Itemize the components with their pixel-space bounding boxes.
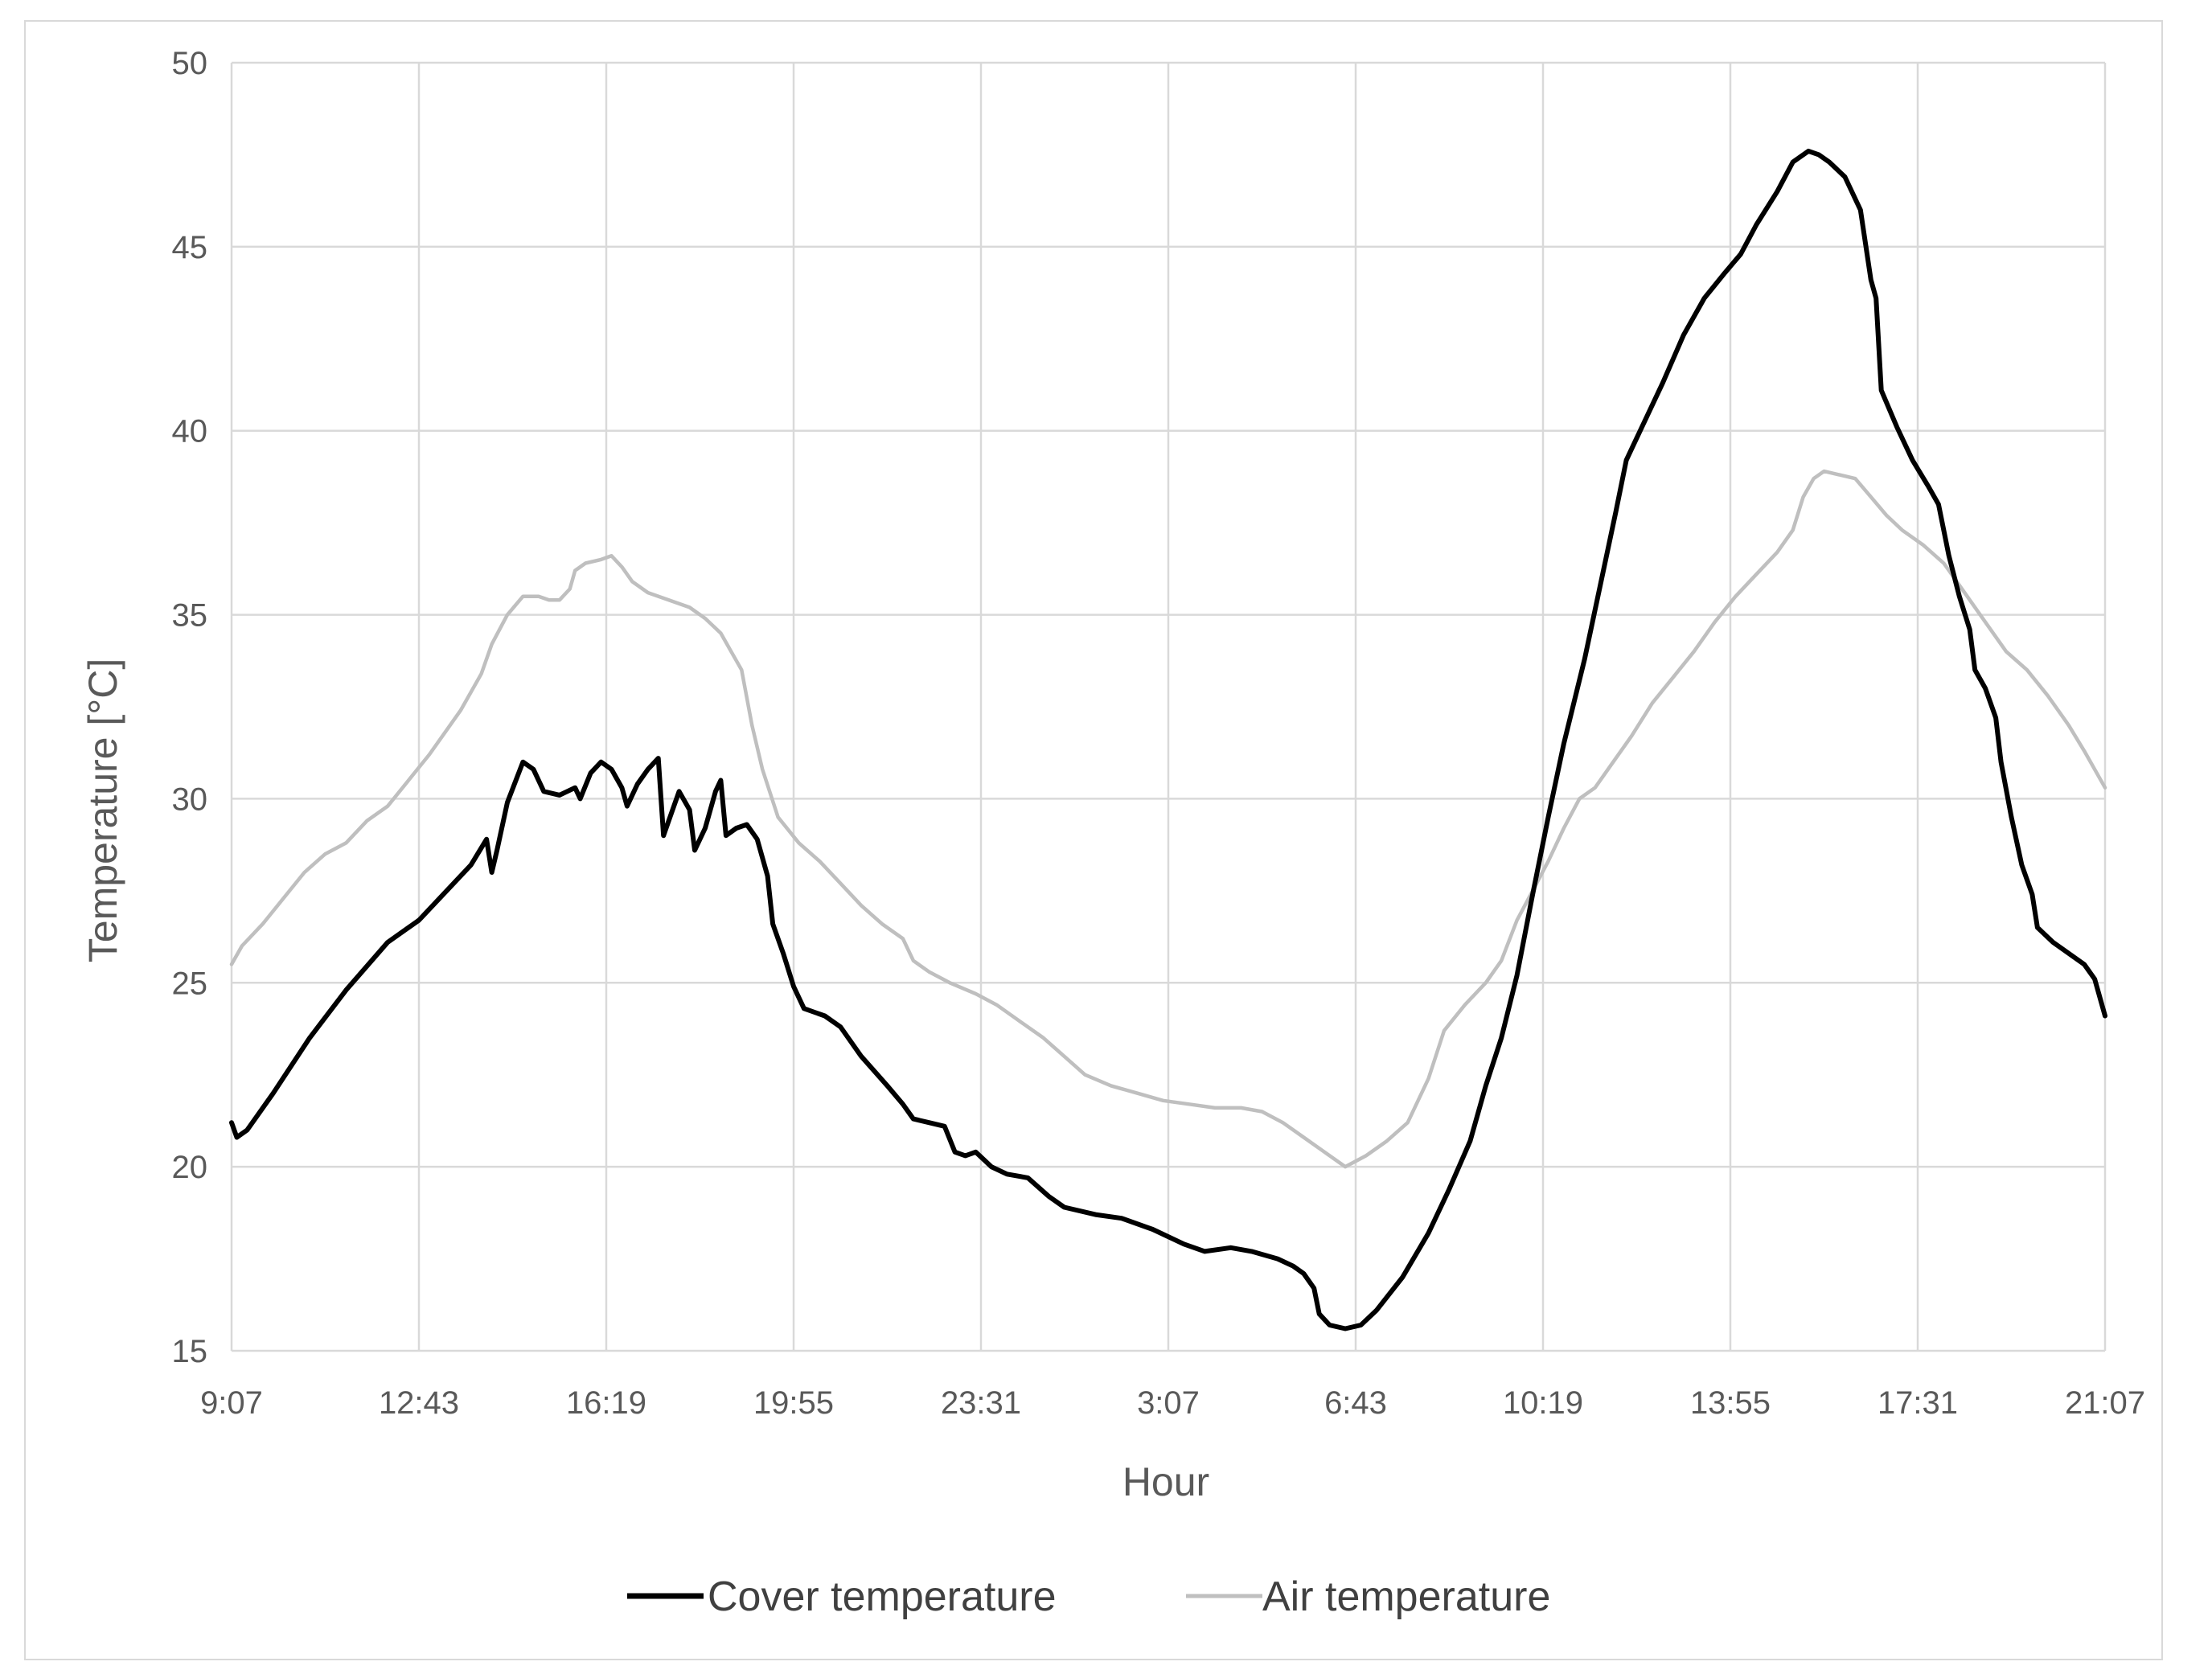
legend-label-air-temperature: Air temperature — [1262, 1573, 1550, 1620]
y-tick-label: 25 — [172, 966, 208, 1001]
y-tick-label: 20 — [172, 1150, 208, 1185]
x-axis-title: Hour — [1122, 1459, 1209, 1504]
x-axis-ticks: 9:07 12:43 16:19 19:55 23:31 3:07 6:43 10:19 13:… — [200, 1385, 2145, 1421]
x-tick-label: 16:19 — [566, 1385, 646, 1421]
x-tick-label: 3:07 — [1137, 1385, 1200, 1421]
x-tick-label: 12:43 — [379, 1385, 459, 1421]
series-lines — [229, 148, 2107, 1331]
x-tick-label: 21:07 — [2065, 1385, 2145, 1421]
x-tick-label: 19:55 — [753, 1385, 834, 1421]
x-tick-label: 6:43 — [1324, 1385, 1387, 1421]
x-tick-label: 9:07 — [200, 1385, 263, 1421]
x-tick-label: 13:55 — [1690, 1385, 1771, 1421]
y-tick-label: 15 — [172, 1334, 208, 1369]
chart-frame — [24, 20, 2163, 1660]
legend: Cover temperature Air temperature — [627, 1573, 1550, 1620]
x-tick-label: 23:31 — [941, 1385, 1021, 1421]
y-tick-label: 50 — [172, 46, 208, 81]
x-tick-label: 10:19 — [1503, 1385, 1583, 1421]
legend-label-cover-temperature: Cover temperature — [708, 1573, 1057, 1620]
air-temperature-line — [229, 469, 2107, 1169]
y-tick-label: 45 — [172, 230, 208, 265]
y-tick-label: 30 — [172, 782, 208, 817]
y-tick-label: 35 — [172, 598, 208, 634]
x-tick-label: 17:31 — [1878, 1385, 1958, 1421]
y-tick-label: 40 — [172, 414, 208, 449]
gridlines — [230, 61, 2107, 1352]
y-axis-title: Temperature [°C] — [80, 659, 125, 962]
y-axis-ticks: 15 20 25 30 35 40 45 50 — [172, 46, 208, 1369]
cover-temperature-line — [229, 148, 2107, 1331]
